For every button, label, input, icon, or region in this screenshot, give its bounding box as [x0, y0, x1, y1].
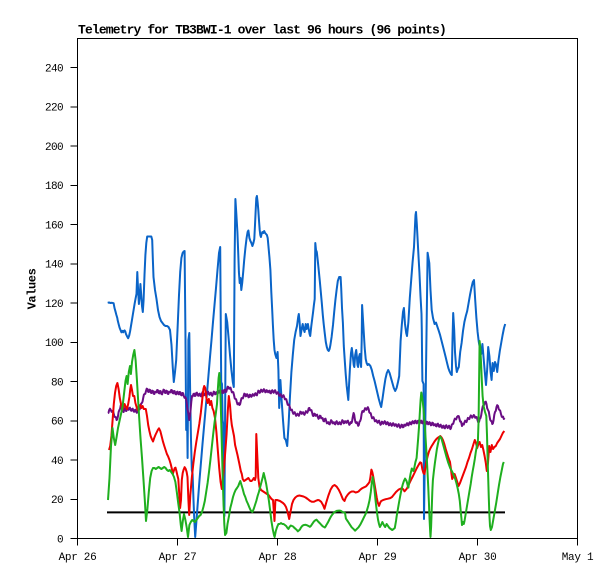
svg-text:20: 20: [51, 495, 63, 507]
svg-text:Apr 29: Apr 29: [359, 552, 397, 564]
svg-text:May 1: May 1: [562, 552, 594, 564]
svg-text:220: 220: [45, 103, 63, 115]
svg-text:120: 120: [45, 299, 63, 311]
svg-text:40: 40: [51, 456, 63, 468]
svg-text:180: 180: [45, 181, 63, 193]
svg-text:100: 100: [45, 338, 63, 350]
svg-text:Apr 28: Apr 28: [259, 552, 297, 564]
svg-text:240: 240: [45, 63, 63, 75]
svg-text:80: 80: [51, 377, 63, 389]
svg-text:Apr 30: Apr 30: [459, 552, 497, 564]
svg-text:Values: Values: [26, 268, 40, 309]
svg-text:Telemetry for TB3BWI-1 over la: Telemetry for TB3BWI-1 over last 96 hour…: [78, 23, 446, 38]
svg-text:60: 60: [51, 417, 63, 429]
svg-text:140: 140: [45, 260, 63, 272]
svg-text:Apr 26: Apr 26: [59, 552, 97, 564]
svg-text:0: 0: [57, 534, 63, 546]
svg-text:160: 160: [45, 220, 63, 232]
svg-text:200: 200: [45, 142, 63, 154]
svg-text:Apr 27: Apr 27: [159, 552, 197, 564]
